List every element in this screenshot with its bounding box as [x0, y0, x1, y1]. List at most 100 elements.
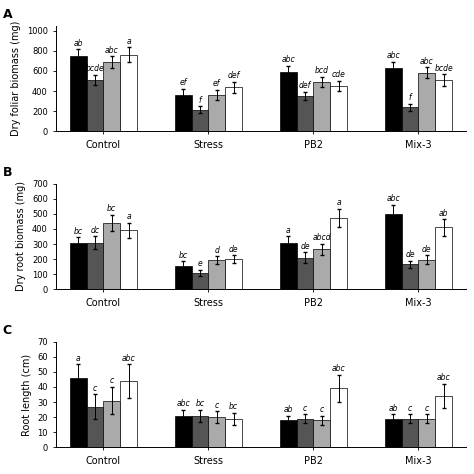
- Text: abc: abc: [386, 194, 400, 203]
- Text: c: c: [215, 401, 219, 410]
- Text: bc: bc: [195, 399, 204, 408]
- Text: d: d: [214, 246, 219, 255]
- Bar: [70, 378, 87, 447]
- Bar: [191, 109, 209, 131]
- Bar: [297, 96, 313, 131]
- Y-axis label: Dry foliar biomass (mg): Dry foliar biomass (mg): [11, 21, 21, 136]
- Bar: [120, 230, 137, 289]
- Text: dc: dc: [91, 226, 100, 235]
- Bar: [225, 259, 242, 289]
- Bar: [419, 419, 435, 447]
- Bar: [120, 381, 137, 447]
- Bar: [401, 419, 419, 447]
- Bar: [401, 107, 419, 131]
- Text: ab: ab: [73, 39, 83, 48]
- Bar: [435, 80, 452, 131]
- Text: def: def: [299, 82, 311, 91]
- Bar: [313, 82, 330, 131]
- Bar: [209, 95, 225, 131]
- Text: abc: abc: [332, 364, 346, 373]
- Text: bc: bc: [107, 204, 116, 213]
- Bar: [209, 417, 225, 447]
- Text: ef: ef: [213, 80, 220, 89]
- Bar: [280, 243, 297, 289]
- Bar: [103, 401, 120, 447]
- Text: abc: abc: [437, 374, 450, 383]
- Text: abc: abc: [420, 57, 434, 66]
- Bar: [225, 419, 242, 447]
- Text: abc: abc: [386, 51, 400, 60]
- Text: A: A: [3, 9, 12, 21]
- Bar: [87, 80, 103, 131]
- Text: c: c: [408, 403, 412, 412]
- Bar: [313, 420, 330, 447]
- Text: bc: bc: [73, 227, 82, 236]
- Y-axis label: Dry root biomass (mg): Dry root biomass (mg): [16, 182, 27, 292]
- Bar: [385, 214, 401, 289]
- Text: c: c: [93, 384, 97, 393]
- Bar: [175, 95, 191, 131]
- Bar: [419, 73, 435, 131]
- Bar: [225, 87, 242, 131]
- Bar: [435, 396, 452, 447]
- Text: def: def: [228, 71, 240, 80]
- Text: B: B: [3, 166, 12, 179]
- Y-axis label: Root length (cm): Root length (cm): [22, 354, 32, 436]
- Bar: [191, 416, 209, 447]
- Text: abc: abc: [176, 399, 190, 408]
- Bar: [103, 223, 120, 289]
- Text: a: a: [286, 226, 291, 235]
- Text: a: a: [126, 212, 131, 221]
- Bar: [419, 260, 435, 289]
- Text: abc: abc: [281, 55, 295, 64]
- Bar: [297, 258, 313, 289]
- Text: a: a: [76, 354, 81, 363]
- Text: bc: bc: [229, 402, 238, 411]
- Bar: [175, 416, 191, 447]
- Text: c: c: [109, 376, 114, 385]
- Text: C: C: [3, 324, 12, 337]
- Text: e: e: [198, 259, 202, 268]
- Bar: [280, 72, 297, 131]
- Text: ab: ab: [439, 209, 448, 218]
- Bar: [175, 266, 191, 289]
- Text: bcde: bcde: [434, 64, 453, 73]
- Text: ef: ef: [180, 79, 187, 88]
- Bar: [209, 260, 225, 289]
- Text: f: f: [409, 93, 411, 102]
- Text: abcd: abcd: [312, 234, 331, 242]
- Bar: [70, 243, 87, 289]
- Text: cde: cde: [332, 71, 346, 80]
- Text: bcde: bcde: [86, 64, 104, 73]
- Text: de: de: [405, 250, 415, 259]
- Text: de: de: [422, 245, 432, 254]
- Bar: [87, 407, 103, 447]
- Bar: [191, 273, 209, 289]
- Text: a: a: [126, 36, 131, 46]
- Bar: [385, 419, 401, 447]
- Text: ab: ab: [283, 405, 293, 414]
- Text: abc: abc: [105, 46, 118, 55]
- Bar: [280, 420, 297, 447]
- Bar: [330, 86, 347, 131]
- Text: abc: abc: [122, 354, 136, 363]
- Text: c: c: [425, 403, 429, 412]
- Text: a: a: [336, 198, 341, 207]
- Bar: [103, 63, 120, 131]
- Bar: [330, 388, 347, 447]
- Bar: [401, 264, 419, 289]
- Bar: [435, 228, 452, 289]
- Bar: [297, 419, 313, 447]
- Bar: [313, 249, 330, 289]
- Bar: [70, 56, 87, 131]
- Text: c: c: [319, 405, 324, 414]
- Text: bcd: bcd: [315, 66, 329, 75]
- Text: de: de: [229, 245, 238, 254]
- Text: ab: ab: [389, 403, 398, 412]
- Bar: [330, 218, 347, 289]
- Text: de: de: [300, 242, 310, 251]
- Text: bc: bc: [179, 251, 188, 260]
- Bar: [87, 243, 103, 289]
- Text: f: f: [199, 96, 201, 105]
- Bar: [385, 68, 401, 131]
